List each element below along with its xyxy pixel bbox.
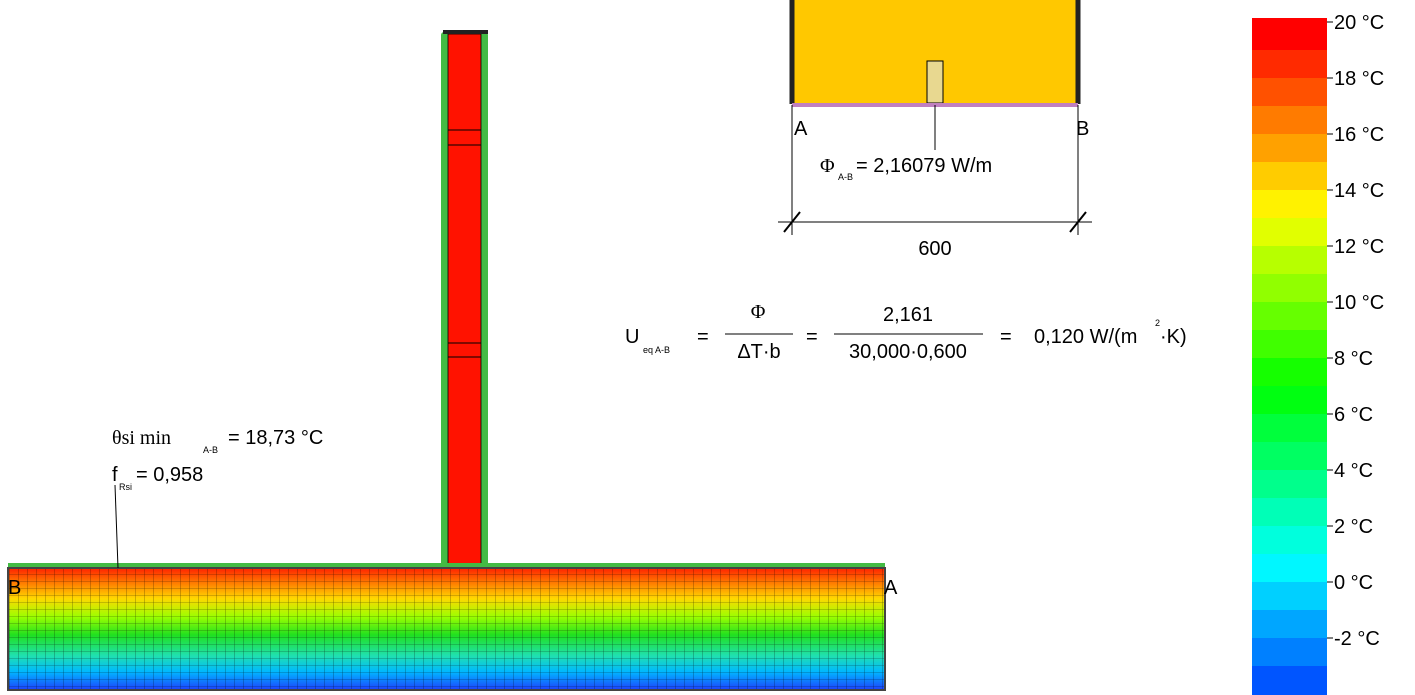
formula: U eq A-B = Φ ΔT·b = 2,161 30,000·0,600 =… — [625, 301, 1187, 363]
result-tail: ·K) — [1160, 326, 1187, 348]
point-label: B — [1076, 118, 1089, 140]
colorbar-band — [1252, 582, 1327, 611]
f-symbol: f — [112, 464, 118, 486]
flux-value: = 2,16079 W/m — [856, 155, 992, 177]
equals: = — [1000, 326, 1012, 348]
dimension: 600 — [918, 238, 951, 260]
colorbar-band — [1252, 18, 1327, 51]
colorbar-label: 6 °C — [1334, 404, 1373, 426]
colorbar-band — [1252, 666, 1327, 695]
colorbar-label: 4 °C — [1334, 460, 1373, 482]
colorbar-label: 2 °C — [1334, 516, 1373, 538]
colorbar-band — [1252, 50, 1327, 79]
colorbar-band — [1252, 274, 1327, 303]
colorbar-label: 10 °C — [1334, 292, 1384, 314]
colorbar-band — [1252, 330, 1327, 359]
result: 0,120 W/(m — [1034, 326, 1137, 348]
point-label: A — [794, 118, 808, 140]
theta-subscript: A-B — [203, 445, 218, 455]
colorbar-band — [1252, 638, 1327, 667]
f-subscript: Rsi — [119, 482, 132, 492]
annotation: θsi min A-B = 18,73 °C f Rsi = 0,958 — [112, 427, 323, 492]
colorbar-label: 0 °C — [1334, 572, 1373, 594]
colorbar-label: 20 °C — [1334, 12, 1384, 34]
colorbar-band — [1252, 218, 1327, 247]
inset: A B Φ A-B = 2,16079 W/m 600 — [778, 0, 1092, 260]
colorbar-label: 16 °C — [1334, 124, 1384, 146]
equals: = — [806, 326, 818, 348]
colorbar-label: 8 °C — [1334, 348, 1373, 370]
u-subscript: eq A-B — [643, 345, 670, 355]
colorbar-band — [1252, 358, 1327, 387]
colorbar-band — [1252, 246, 1327, 275]
colorbar-band — [1252, 554, 1327, 583]
colorbar: 20 °C 18 °C 16 °C 14 °C 12 °C 10 °C 8 °C 6 °C 4 … — [1252, 12, 1384, 695]
theta-value: = 18,73 °C — [228, 427, 323, 449]
colorbar-band — [1252, 386, 1327, 415]
equals: = — [697, 326, 709, 348]
colorbar-band — [1252, 78, 1327, 107]
colorbar-band — [1252, 106, 1327, 135]
flux-subscript: A-B — [838, 172, 853, 182]
colorbar-band — [1252, 162, 1327, 191]
flux-symbol: Φ — [820, 155, 835, 177]
colorbar-band — [1252, 526, 1327, 555]
theta-symbol: θsi min — [112, 427, 171, 449]
colorbar-band — [1252, 442, 1327, 471]
u-symbol: U — [625, 326, 639, 348]
colorbar-band — [1252, 414, 1327, 443]
denominator: ΔT·b — [737, 341, 780, 363]
colorbar-band — [1252, 134, 1327, 163]
f-value: = 0,958 — [136, 464, 203, 486]
numerator: Φ — [751, 301, 766, 323]
colorbar-label: 12 °C — [1334, 236, 1384, 258]
colorbar-label: 14 °C — [1334, 180, 1384, 202]
colorbar-band — [1252, 498, 1327, 527]
thermal-diagram: A B Φ A-B = 2,16079 W/m 600 U eq A-B = Φ… — [0, 0, 1415, 695]
colorbar-band — [1252, 302, 1327, 331]
point-label: A — [884, 577, 898, 599]
colorbar-band — [1252, 190, 1327, 219]
colorbar-band — [1252, 610, 1327, 639]
colorbar-band — [1252, 470, 1327, 499]
point-label: B — [8, 577, 21, 599]
colorbar-label: 18 °C — [1334, 68, 1384, 90]
colorbar-label: -2 °C — [1334, 628, 1380, 650]
denominator: 30,000·0,600 — [849, 341, 967, 363]
numerator: 2,161 — [883, 304, 933, 326]
